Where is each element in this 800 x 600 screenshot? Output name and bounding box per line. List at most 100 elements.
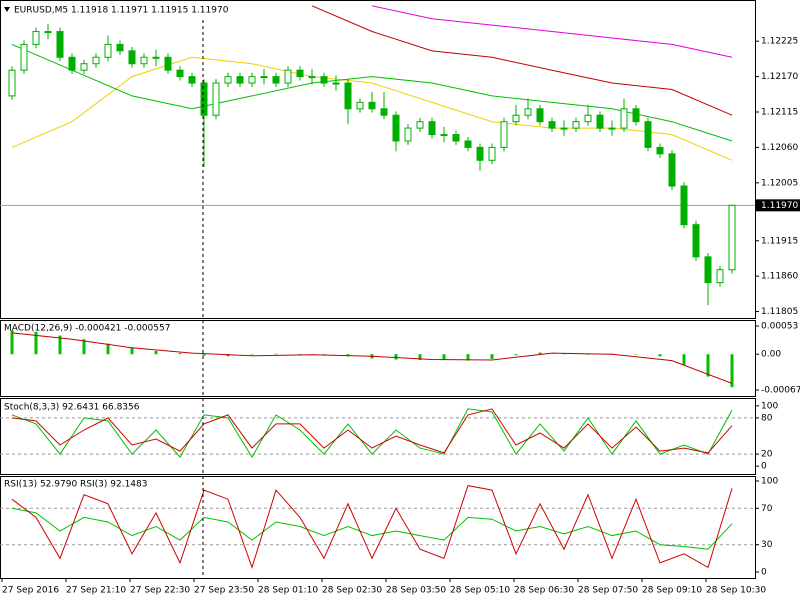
y-tick-label: 1.12225 xyxy=(761,37,798,47)
candle-body xyxy=(392,114,400,142)
current-price-box xyxy=(756,199,800,212)
candle-body xyxy=(632,108,640,123)
y-tick-label: 1.12115 xyxy=(761,108,798,118)
macd-bar xyxy=(682,354,686,365)
candle-body xyxy=(344,82,352,110)
macd-bar xyxy=(706,354,710,377)
y-tick-label: 100 xyxy=(761,477,778,487)
x-tick-label: 27 Sep 2016 xyxy=(2,586,59,596)
candle-body xyxy=(404,127,412,142)
macd-bar xyxy=(226,354,230,357)
macd-bar xyxy=(394,354,398,360)
macd-bar xyxy=(250,354,254,355)
macd-bar xyxy=(490,354,494,359)
y-tick-label: 0 xyxy=(761,567,767,577)
y-tick-label: -0.000673 xyxy=(761,385,800,395)
macd-bar xyxy=(106,343,110,355)
candle-body xyxy=(140,56,148,65)
candle-body xyxy=(92,56,100,65)
candle-body xyxy=(188,76,196,84)
moving-average xyxy=(371,5,733,58)
macd-bar xyxy=(466,354,470,361)
candle-body xyxy=(668,153,676,187)
x-tick-label: 28 Sep 01:10 xyxy=(258,586,318,596)
candle-body xyxy=(548,121,556,129)
y-tick-label: 1.12170 xyxy=(761,72,798,82)
candle-body xyxy=(596,114,604,129)
macd-bar xyxy=(658,354,662,357)
y-tick-label: 0 xyxy=(761,462,767,472)
title-marker xyxy=(4,7,10,12)
x-tick-label: 28 Sep 02:30 xyxy=(322,586,382,596)
panel-frame xyxy=(0,476,756,579)
candle-body xyxy=(80,63,88,71)
macd-bar xyxy=(514,354,518,356)
candle-body xyxy=(560,127,568,130)
y-tick-label: 0.00053 xyxy=(761,322,798,332)
candle-body xyxy=(452,134,460,142)
candle-body xyxy=(464,140,472,148)
panel-frame xyxy=(0,0,756,319)
candle-body xyxy=(68,56,76,71)
candle-body xyxy=(620,108,628,129)
panel-frame xyxy=(0,398,756,475)
y-tick-label: 1.12005 xyxy=(761,178,798,188)
signal-line xyxy=(11,332,733,384)
indicator-line xyxy=(11,507,733,550)
candle-body xyxy=(584,114,592,123)
candle-body xyxy=(152,56,160,59)
candle-body xyxy=(680,185,688,226)
x-tick-label: 28 Sep 07:50 xyxy=(578,586,638,596)
rsi-title: RSI(13) 52.9790 RSI(3) 92.1483 xyxy=(4,480,147,490)
y-tick-label: 20 xyxy=(761,450,773,460)
candle-body xyxy=(416,121,424,129)
moving-average xyxy=(311,5,733,116)
candle-body xyxy=(380,108,388,116)
candle-body xyxy=(104,43,112,58)
candle-body xyxy=(716,269,724,284)
candle-body xyxy=(260,76,268,79)
current-price-label: 1.11970 xyxy=(761,201,798,211)
y-tick-label: 0.00 xyxy=(761,350,781,360)
candle-body xyxy=(368,101,376,110)
candle-body xyxy=(428,121,436,136)
macd-bar xyxy=(58,335,62,355)
y-tick-label: 70 xyxy=(761,504,773,514)
macd-bar xyxy=(538,352,542,355)
x-tick-label: 27 Sep 23:50 xyxy=(194,586,254,596)
macd-bar xyxy=(154,351,158,355)
x-tick-label: 28 Sep 10:30 xyxy=(706,586,766,596)
candle-body xyxy=(524,108,532,116)
macd-bar xyxy=(10,330,14,355)
candle-body xyxy=(356,101,364,110)
macd-bar xyxy=(730,354,734,388)
candle-body xyxy=(608,127,616,130)
candle-body xyxy=(440,134,448,137)
candle-body xyxy=(332,82,340,85)
candle-body xyxy=(248,76,256,84)
candle-body xyxy=(692,224,700,258)
candle-body xyxy=(296,69,304,78)
candle-body xyxy=(56,31,64,58)
candle-body xyxy=(536,108,544,123)
x-tick-label: 28 Sep 05:10 xyxy=(450,586,510,596)
candle-body xyxy=(512,114,520,123)
y-tick-label: 30 xyxy=(761,540,773,550)
macd-bar xyxy=(82,339,86,355)
candle-body xyxy=(272,76,280,84)
candle-body xyxy=(128,50,136,65)
macd-bar xyxy=(322,354,326,355)
macd-bar xyxy=(442,354,446,361)
candle-body xyxy=(704,256,712,284)
candle-body xyxy=(572,121,580,129)
macd-title: MACD(12,26,9) -0.000421 -0.000557 xyxy=(4,324,170,334)
candle-body xyxy=(644,121,652,148)
macd-bar xyxy=(178,353,182,355)
x-tick-label: 28 Sep 06:30 xyxy=(514,586,574,596)
candle-body xyxy=(32,31,40,45)
candle-body xyxy=(284,69,292,84)
x-tick-label: 28 Sep 03:50 xyxy=(386,586,446,596)
macd-bar xyxy=(34,331,38,355)
candle-body xyxy=(44,31,52,34)
